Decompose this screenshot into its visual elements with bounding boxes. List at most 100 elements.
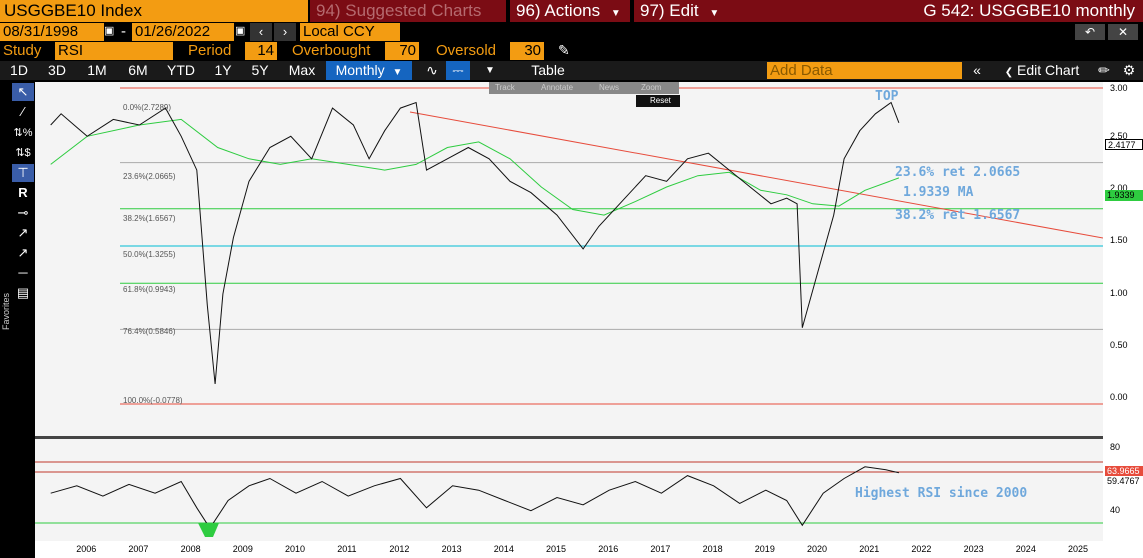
rsi-value-tag: 59.4767 bbox=[1105, 476, 1143, 487]
cursor-icon[interactable]: ↖ bbox=[12, 83, 34, 101]
fib-label: 23.6%(2.0665) bbox=[123, 172, 176, 181]
range-6m[interactable]: 6M bbox=[128, 62, 148, 78]
channel-tool-icon[interactable]: ⊸ bbox=[17, 205, 29, 220]
study-select[interactable]: RSI bbox=[55, 42, 173, 60]
reset-button[interactable]: Reset bbox=[636, 95, 680, 107]
suggested-charts-button[interactable]: 94) Suggested Charts bbox=[310, 0, 506, 22]
prev-arrow-icon[interactable]: ‹ bbox=[250, 23, 272, 41]
news-button[interactable]: News bbox=[599, 83, 620, 92]
x-tick-label: 2009 bbox=[232, 544, 253, 554]
y-tick-label: 1.50 bbox=[1110, 235, 1128, 245]
percent-tool-icon[interactable]: ⇅% bbox=[13, 127, 33, 139]
collapse-icon[interactable]: « bbox=[973, 62, 981, 78]
x-tick-label: 2024 bbox=[1015, 544, 1036, 554]
pencil-icon[interactable]: ✎ bbox=[558, 42, 570, 58]
x-tick-label: 2023 bbox=[963, 544, 984, 554]
frequency-select[interactable]: Monthly ▼ bbox=[326, 61, 412, 80]
x-tick-label: 2011 bbox=[337, 544, 357, 554]
edit-chart-button[interactable]: ❮ Edit Chart bbox=[992, 61, 1092, 80]
dollar-tool-icon[interactable]: ⇅$ bbox=[15, 147, 31, 159]
y-tick-label: 80 bbox=[1110, 442, 1121, 452]
range-1d[interactable]: 1D bbox=[10, 62, 28, 78]
range-ytd[interactable]: YTD bbox=[167, 62, 195, 78]
oversold-field[interactable]: 30 bbox=[510, 42, 544, 60]
ticker-field[interactable]: USGGBE10 Index bbox=[0, 0, 308, 22]
line-tool-icon[interactable]: ∕ bbox=[21, 104, 25, 119]
close-icon[interactable]: ✕ bbox=[1108, 24, 1138, 40]
edit-label: 97) Edit bbox=[640, 1, 699, 20]
last-price-tag: 2.4177 bbox=[1105, 139, 1143, 150]
add-data-input[interactable]: Add Data bbox=[767, 62, 962, 79]
y-tick-label: 0.00 bbox=[1110, 392, 1128, 402]
fib-label: 76.4%(0.5846) bbox=[123, 327, 176, 336]
zoom-button[interactable]: Zoom bbox=[641, 83, 662, 92]
next-arrow-icon[interactable]: › bbox=[274, 23, 296, 41]
actions-menu[interactable]: 96) Actions ▼ bbox=[510, 0, 630, 22]
y-tick-label: 0.50 bbox=[1110, 340, 1128, 350]
x-tick-label: 2006 bbox=[76, 544, 97, 554]
ma-annotation: 1.9339 MA bbox=[903, 185, 974, 200]
fibonacci-tool-icon[interactable]: ⊤ bbox=[12, 164, 34, 182]
period-field[interactable]: 14 bbox=[245, 42, 277, 60]
actions-label: 96) Actions bbox=[516, 1, 601, 20]
x-tick-label: 2017 bbox=[650, 544, 671, 554]
study-bar: Study RSI Period 14 Overbought 70 Overso… bbox=[0, 42, 1143, 61]
panel-divider[interactable] bbox=[35, 436, 1103, 439]
annotate-button[interactable]: Annotate bbox=[541, 83, 574, 92]
calendar-icon[interactable]: ▣ bbox=[235, 25, 246, 37]
rsi-line bbox=[50, 466, 900, 530]
chart-toolbar: 1D 3D 1M 6M YTD 1Y 5Y Max Monthly ▼ ∿ ⎓ … bbox=[0, 61, 1143, 80]
end-date-field[interactable]: 01/26/2022 bbox=[132, 23, 234, 41]
x-tick-label: 2015 bbox=[546, 544, 567, 554]
calendar-icon[interactable]: ▣ bbox=[104, 25, 115, 37]
trendline-tool-icon[interactable]: ↗ bbox=[17, 225, 29, 240]
line-chart-icon[interactable]: ∿ bbox=[426, 62, 438, 78]
oversold-label: Oversold bbox=[436, 42, 497, 59]
horizontal-line-icon[interactable]: ─ bbox=[18, 265, 28, 280]
rsi-value-tag: 63.9665 bbox=[1105, 466, 1143, 477]
moving-average-line bbox=[50, 118, 900, 216]
x-tick-label: 2008 bbox=[180, 544, 201, 554]
ray-tool-icon[interactable]: ↗ bbox=[17, 245, 29, 260]
overbought-field[interactable]: 70 bbox=[385, 42, 419, 60]
x-tick-label: 2013 bbox=[441, 544, 462, 554]
y-axis bbox=[1103, 82, 1143, 541]
retracement-tool-icon[interactable]: R bbox=[18, 185, 28, 200]
period-label: Period bbox=[188, 42, 232, 59]
start-date-field[interactable]: 08/31/1998 bbox=[0, 23, 104, 41]
drawing-toolbar: Favorites ↖ ∕ ⇅% ⇅$ ⊤ R ⊸ ↗ ↗ ─ ▤ bbox=[0, 80, 35, 558]
x-tick-label: 2018 bbox=[702, 544, 723, 554]
currency-select[interactable]: Local CCY bbox=[300, 23, 400, 41]
dropdown-arrow-icon: ▼ bbox=[610, 8, 621, 19]
bar-chart-icon[interactable]: ⎓ bbox=[446, 61, 470, 80]
range-max[interactable]: Max bbox=[288, 62, 316, 78]
range-1y[interactable]: 1Y bbox=[214, 62, 232, 78]
y-tick-label: 3.00 bbox=[1110, 83, 1128, 93]
range-3d[interactable]: 3D bbox=[48, 62, 66, 78]
chart-type-dropdown-icon[interactable]: ▼ bbox=[485, 65, 495, 76]
y-tick-label: 40 bbox=[1110, 505, 1121, 515]
track-button[interactable]: Track bbox=[495, 83, 515, 92]
y-tick-label: 2.50 bbox=[1110, 131, 1128, 141]
x-tick-label: 2025 bbox=[1068, 544, 1089, 554]
undo-icon[interactable]: ↶ bbox=[1075, 24, 1105, 40]
x-tick-label: 2021 bbox=[859, 544, 880, 554]
range-5y[interactable]: 5Y bbox=[251, 62, 269, 78]
settings-icon[interactable]: ⚙ bbox=[1122, 62, 1136, 78]
rsi-annotation: Highest RSI since 2000 bbox=[855, 486, 1028, 501]
range-1m[interactable]: 1M bbox=[87, 62, 107, 78]
y-tick-label: 1.00 bbox=[1110, 288, 1128, 298]
fib-label: 0.0%(2.7289) bbox=[123, 103, 172, 112]
fib236-annotation: 23.6% ret 2.0665 bbox=[895, 165, 1021, 180]
pattern-tool-icon[interactable]: ▤ bbox=[16, 285, 30, 300]
x-axis bbox=[35, 541, 1143, 558]
date-bar: 08/31/1998 ▣ - 01/26/2022 ▣ ‹ › Local CC… bbox=[0, 23, 1143, 42]
table-button[interactable]: Table bbox=[531, 62, 565, 78]
fib-label: 38.2%(1.6567) bbox=[123, 214, 176, 223]
edit-menu[interactable]: 97) Edit ▼ bbox=[634, 0, 724, 22]
ma-price-tag: 1.9339 bbox=[1105, 190, 1143, 201]
fib-label: 50.0%(1.3255) bbox=[123, 250, 176, 259]
dropdown-arrow-icon: ▼ bbox=[709, 8, 720, 19]
x-tick-label: 2022 bbox=[911, 544, 932, 554]
draw-icon[interactable]: ✏ bbox=[1098, 62, 1110, 78]
